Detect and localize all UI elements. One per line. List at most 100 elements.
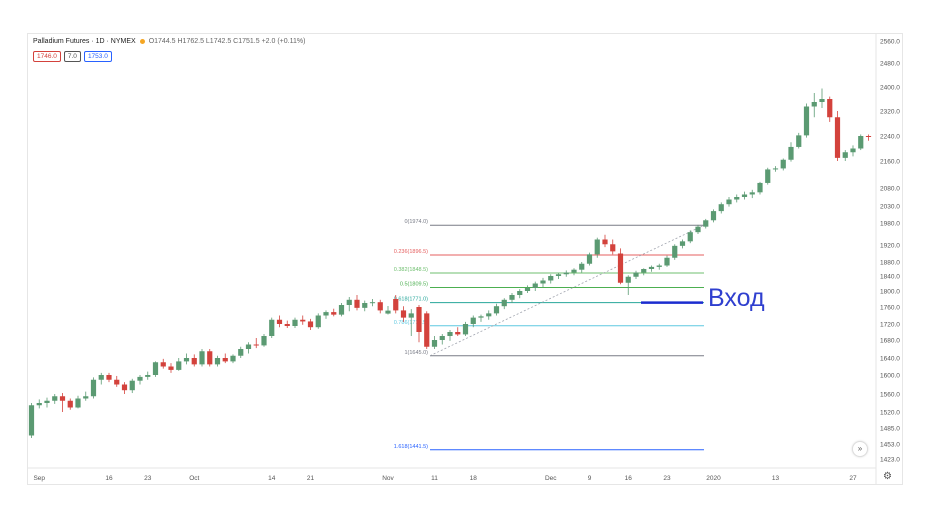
- candle-body[interactable]: [75, 398, 81, 408]
- candle-body[interactable]: [486, 313, 492, 317]
- candle-body[interactable]: [493, 306, 500, 314]
- candle-body[interactable]: [269, 319, 275, 336]
- candle-body[interactable]: [292, 319, 298, 326]
- candle-body[interactable]: [439, 336, 445, 340]
- candle-body[interactable]: [788, 146, 794, 160]
- candle-body[interactable]: [679, 241, 686, 246]
- symbol-title[interactable]: Palladium Futures · 1D · NYMEX: [33, 38, 136, 45]
- candle-body[interactable]: [594, 239, 600, 255]
- candle-body[interactable]: [199, 351, 205, 365]
- candle-body[interactable]: [315, 315, 321, 328]
- candle-body[interactable]: [803, 106, 810, 136]
- candle-body[interactable]: [834, 117, 841, 158]
- candle-body[interactable]: [710, 211, 717, 221]
- candle-body[interactable]: [191, 358, 197, 365]
- candle-body[interactable]: [300, 319, 306, 322]
- candle-body[interactable]: [98, 375, 104, 380]
- sell-price-button[interactable]: 1746.0: [33, 51, 61, 62]
- candle-body[interactable]: [90, 379, 97, 397]
- candle-body[interactable]: [641, 269, 647, 273]
- gear-icon[interactable]: ⚙: [883, 471, 892, 482]
- candle-body[interactable]: [253, 344, 259, 346]
- candle-body[interactable]: [284, 324, 290, 326]
- candle-body[interactable]: [59, 396, 66, 401]
- candle-body[interactable]: [501, 299, 507, 307]
- candle-body[interactable]: [741, 194, 748, 197]
- candle-body[interactable]: [571, 269, 577, 273]
- candle-body[interactable]: [579, 263, 585, 270]
- candle-body[interactable]: [796, 135, 802, 147]
- candle-body[interactable]: [478, 316, 484, 318]
- candle-body[interactable]: [765, 169, 771, 183]
- candle-body[interactable]: [749, 192, 755, 195]
- candle-body[interactable]: [307, 321, 314, 328]
- candle-body[interactable]: [524, 288, 531, 291]
- fib-trend-line[interactable]: [429, 224, 705, 357]
- candle-body[interactable]: [586, 254, 593, 264]
- buy-price-button[interactable]: 1753.0: [83, 51, 112, 62]
- candle-body[interactable]: [563, 272, 569, 275]
- candle-body[interactable]: [703, 220, 709, 227]
- candle-body[interactable]: [121, 384, 128, 391]
- candle-body[interactable]: [145, 375, 151, 377]
- candle-body[interactable]: [230, 355, 236, 362]
- candle-body[interactable]: [238, 349, 244, 356]
- candle-body[interactable]: [393, 299, 399, 311]
- candle-body[interactable]: [858, 136, 864, 149]
- candle-body[interactable]: [455, 332, 461, 335]
- candle-body[interactable]: [385, 310, 391, 314]
- candle-body[interactable]: [842, 152, 848, 158]
- candle-body[interactable]: [222, 358, 228, 362]
- candle-body[interactable]: [52, 396, 58, 401]
- candle-body[interactable]: [245, 344, 252, 350]
- candle-body[interactable]: [36, 403, 42, 406]
- candle-body[interactable]: [44, 400, 50, 403]
- candle-body[interactable]: [509, 295, 515, 300]
- candle-body[interactable]: [827, 99, 833, 118]
- candle-body[interactable]: [625, 276, 631, 283]
- candle-body[interactable]: [555, 274, 562, 276]
- candle-body[interactable]: [338, 305, 345, 315]
- candle-body[interactable]: [183, 358, 190, 362]
- candle-body[interactable]: [28, 405, 35, 436]
- candle-body[interactable]: [602, 239, 608, 245]
- candle-body[interactable]: [176, 361, 182, 370]
- candle-body[interactable]: [408, 313, 414, 318]
- candle-body[interactable]: [540, 280, 546, 284]
- candle-body[interactable]: [548, 276, 554, 281]
- candle-body[interactable]: [532, 283, 538, 289]
- candle-body[interactable]: [424, 313, 430, 347]
- double-chevron-right-icon[interactable]: »: [852, 441, 868, 457]
- candle-body[interactable]: [462, 324, 469, 335]
- candle-body[interactable]: [656, 265, 662, 267]
- candle-body[interactable]: [261, 336, 267, 346]
- candle-body[interactable]: [664, 257, 670, 266]
- candle-body[interactable]: [431, 340, 438, 347]
- candle-body[interactable]: [517, 291, 523, 295]
- candle-body[interactable]: [865, 136, 872, 137]
- candle-body[interactable]: [168, 366, 174, 370]
- candle-body[interactable]: [400, 310, 407, 318]
- candle-body[interactable]: [617, 253, 624, 283]
- candle-body[interactable]: [83, 396, 89, 399]
- candle-body[interactable]: [207, 351, 213, 365]
- candle-body[interactable]: [129, 380, 135, 391]
- candle-body[interactable]: [757, 182, 763, 193]
- candle-body[interactable]: [610, 244, 616, 252]
- candle-body[interactable]: [633, 272, 639, 277]
- candle-body[interactable]: [718, 204, 724, 212]
- candle-body[interactable]: [106, 375, 112, 380]
- candle-body[interactable]: [331, 312, 337, 315]
- candle-body[interactable]: [346, 299, 352, 305]
- candle-body[interactable]: [152, 362, 159, 375]
- candle-body[interactable]: [323, 312, 329, 316]
- candle-body[interactable]: [362, 303, 368, 308]
- candle-body[interactable]: [772, 168, 779, 170]
- candle-body[interactable]: [377, 302, 383, 311]
- candle-body[interactable]: [214, 358, 221, 365]
- candle-body[interactable]: [160, 362, 166, 367]
- candle-body[interactable]: [67, 400, 73, 408]
- candle-body[interactable]: [276, 319, 283, 324]
- candle-body[interactable]: [369, 302, 376, 304]
